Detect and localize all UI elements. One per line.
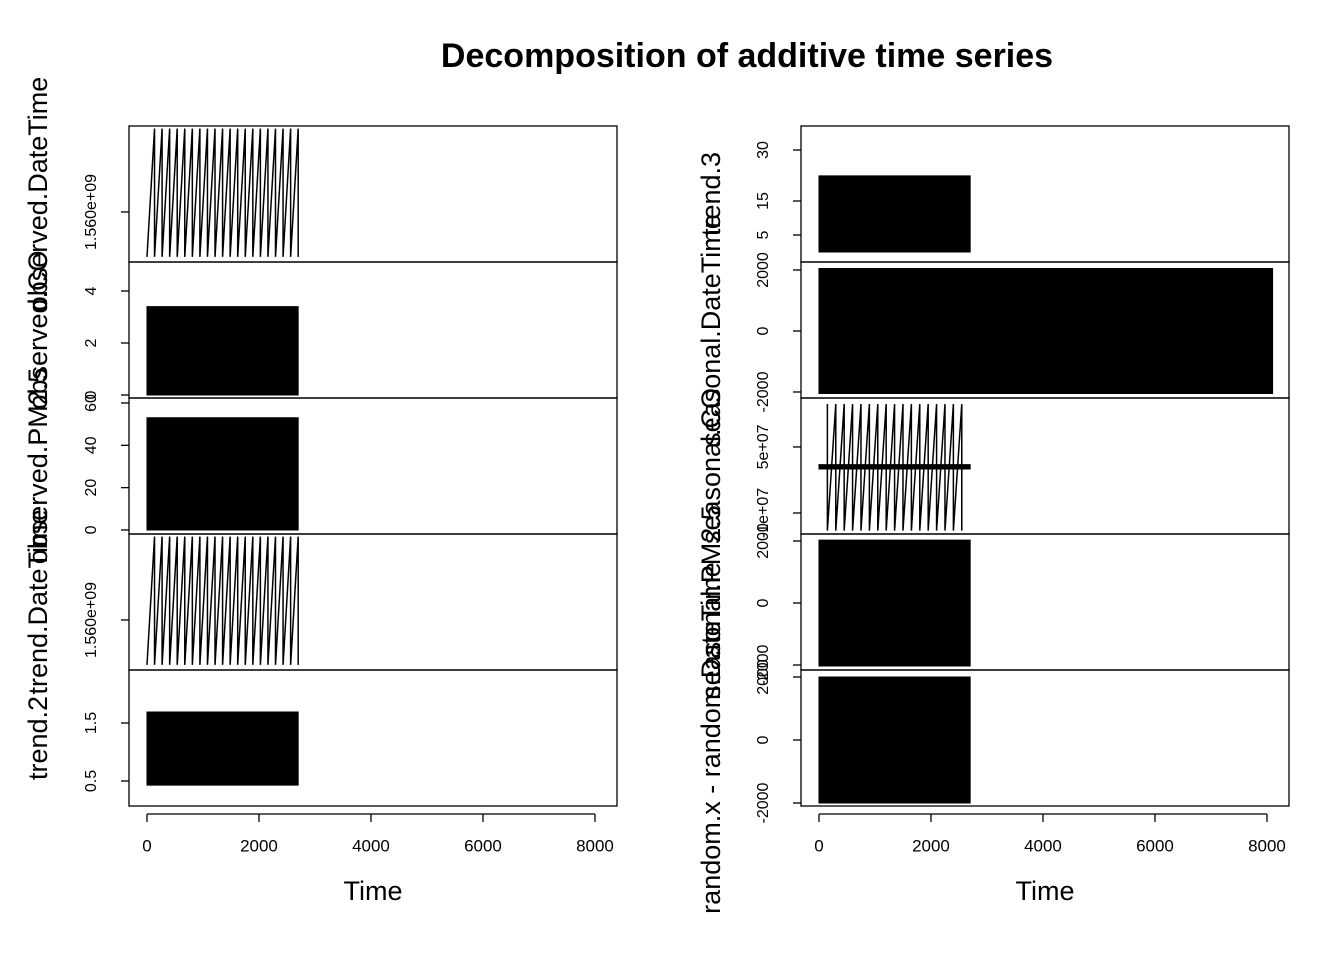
series-line — [826, 404, 963, 531]
series-line — [146, 536, 299, 665]
x-tick-label: 6000 — [1136, 836, 1174, 855]
y-axis-label: seasonal.PM2.5 — [696, 505, 726, 699]
y-tick-label: -2000 — [755, 371, 772, 412]
x-tick-label: 0 — [142, 836, 151, 855]
y-axis-label: observed.DateTime — [23, 77, 53, 312]
y-tick-label: 20 — [83, 479, 100, 497]
y-tick-label: -2000 — [755, 782, 772, 823]
series-line — [146, 128, 299, 257]
y-tick-label: 1.560e+09 — [83, 174, 100, 250]
chart-title: Decomposition of additive time series — [441, 37, 1053, 75]
band — [146, 417, 299, 531]
y-axis-label: seasonal.CO — [696, 388, 726, 544]
x-axis-label: Time — [1016, 876, 1075, 906]
band — [818, 267, 1274, 395]
y-tick-label: 5 — [755, 230, 772, 239]
y-tick-label: 30 — [755, 141, 772, 159]
x-tick-label: 8000 — [576, 836, 614, 855]
y-tick-label: 2 — [83, 338, 100, 347]
y-axis-label: trend.DateTime — [23, 509, 53, 694]
x-tick-label: 4000 — [352, 836, 390, 855]
y-tick-label: 60 — [83, 394, 100, 412]
band — [146, 711, 299, 786]
band — [818, 175, 971, 253]
y-tick-label: 0 — [83, 390, 100, 399]
y-axis-label: observed.CO — [23, 250, 53, 409]
x-tick-label: 2000 — [240, 836, 278, 855]
band — [818, 539, 971, 667]
y-tick-label: 15 — [755, 192, 772, 210]
x-axis-label: Time — [344, 876, 403, 906]
y-tick-label: 40 — [83, 436, 100, 454]
y-tick-label: 4 — [83, 286, 100, 295]
plot-frame — [800, 669, 1290, 807]
x-tick-label: 8000 — [1248, 836, 1286, 855]
y-tick-label: 5e+07 — [755, 424, 772, 469]
x-tick-label: 4000 — [1024, 836, 1062, 855]
x-tick-label: 0 — [814, 836, 823, 855]
x-tick-label: 2000 — [912, 836, 950, 855]
y-tick-label: 2000 — [755, 523, 772, 559]
plot-frame — [128, 533, 618, 671]
band — [818, 676, 971, 804]
y-tick-label: 1.560e+09 — [83, 582, 100, 658]
y-axis-label: random.x - random.DateTime — [696, 562, 726, 914]
y-tick-label: -1e+07 — [755, 488, 772, 538]
y-tick-label: 0.5 — [83, 770, 100, 792]
band — [146, 306, 299, 396]
y-tick-label: 0 — [755, 326, 772, 335]
plot-frame — [128, 669, 618, 807]
y-tick-label: -2000 — [755, 644, 772, 685]
y-tick-label: 2000 — [755, 659, 772, 695]
y-tick-label: 0 — [755, 598, 772, 607]
y-tick-label: 1.5 — [83, 712, 100, 734]
y-axis-label: observed.PM2.5 — [23, 368, 53, 565]
y-axis-label: trend.2 — [23, 696, 53, 780]
plot-frame — [128, 125, 618, 263]
y-tick-label: 0 — [755, 735, 772, 744]
x-tick-label: 6000 — [464, 836, 502, 855]
y-axis-label: trend.3 — [696, 152, 726, 236]
y-tick-label: 2000 — [755, 252, 772, 288]
y-axis-label: seasonal.DateTime — [696, 214, 726, 446]
y-tick-label: 0 — [83, 525, 100, 534]
